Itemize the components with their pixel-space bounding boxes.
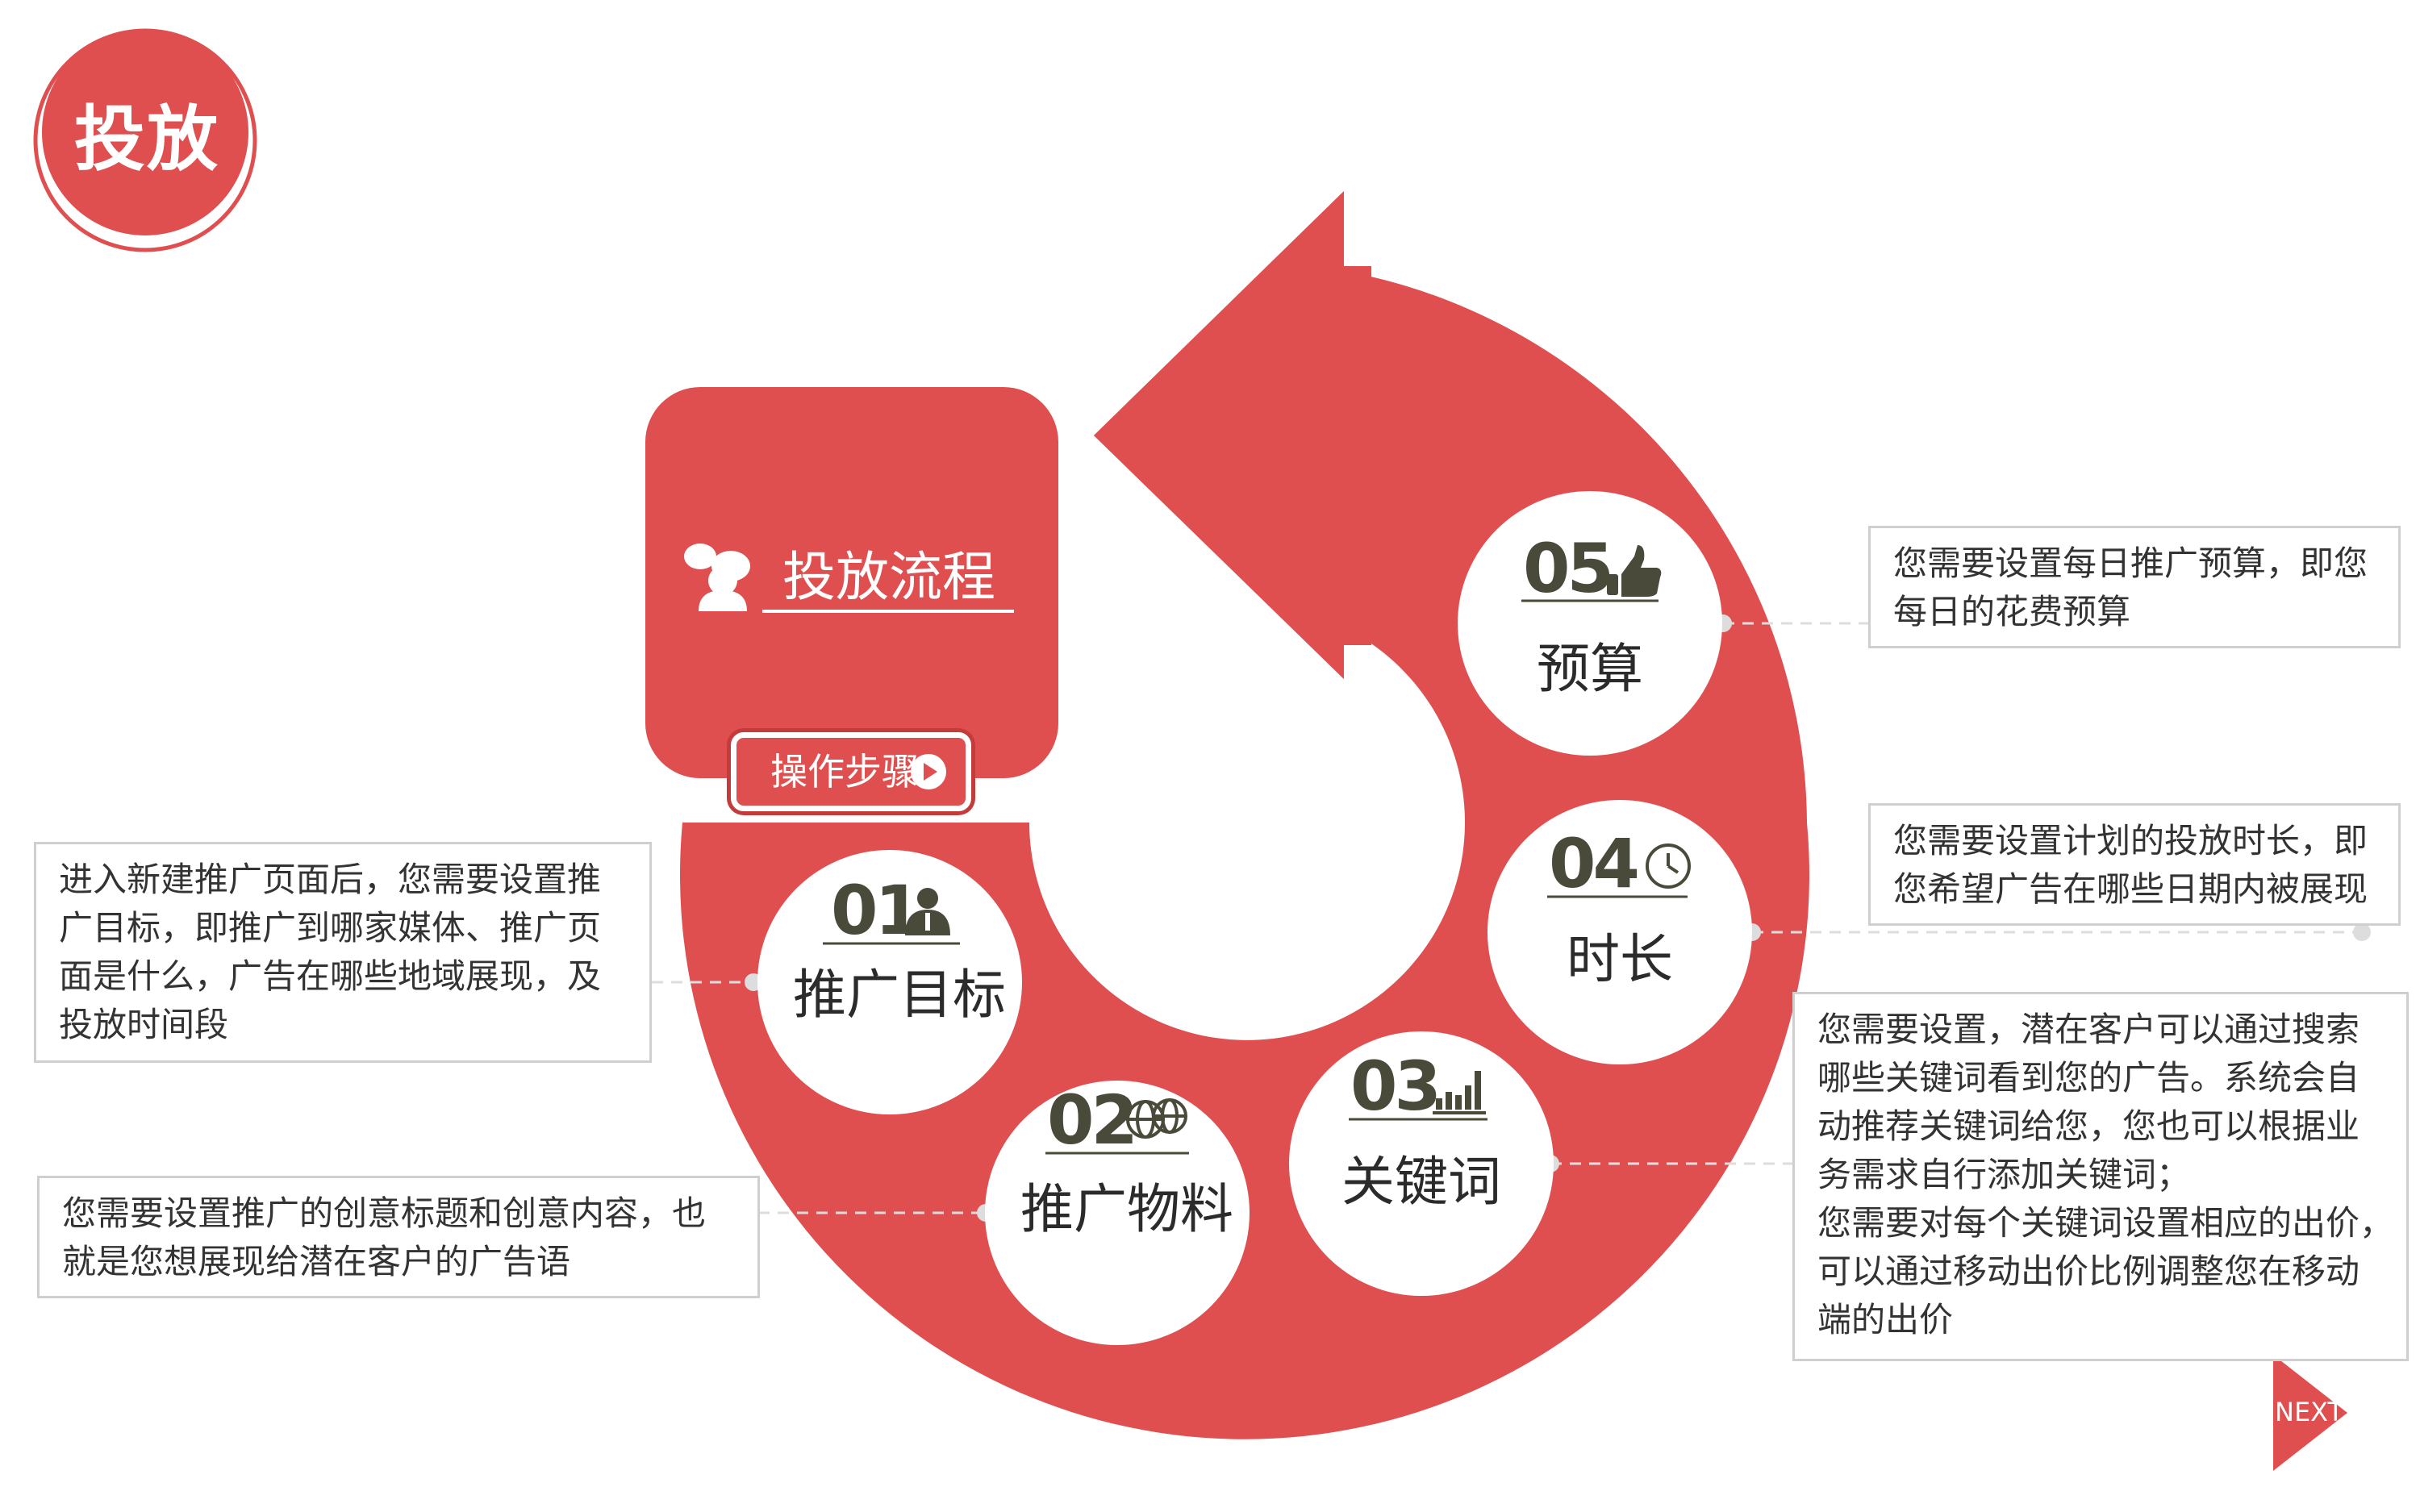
description-line: 就是您想展现给潜在客户的广告语 — [62, 1242, 571, 1281]
description-line: 广目标，即推广到哪家媒体、推广页 — [59, 908, 602, 948]
step-number-04: 04 — [1549, 824, 1640, 903]
step-circle-01 — [757, 850, 1022, 1114]
description-line: 哪些关键词看到您的广告。系统会自 — [1817, 1058, 2360, 1098]
description-line: 您需要设置推广的创意标题和创意内容，也 — [62, 1193, 707, 1233]
description-line: 您需要对每个关键词设置相应的出价， — [1817, 1203, 2394, 1243]
description-line: 面是什么，广告在哪些地域展现，及 — [59, 956, 602, 996]
description-line: 您需要设置计划的投放时长，即 — [1893, 821, 2368, 860]
step-label-01: 推广目标 — [793, 964, 1006, 1026]
step-circle-02 — [985, 1081, 1250, 1345]
step-circles — [757, 491, 1752, 1345]
step-circle-04 — [1487, 800, 1752, 1064]
description-line: 务需求自行添加关键词； — [1817, 1155, 2191, 1194]
bar-chart-icon — [1433, 1071, 1486, 1114]
clock-icon — [1646, 843, 1691, 889]
description-box-01: 进入新建推广页面后，您需要设置推 广目标，即推广到哪家媒体、推广页 面是什么，广… — [34, 842, 652, 1063]
step-number-03: 03 — [1350, 1047, 1442, 1126]
step-number-05: 05 — [1523, 529, 1614, 608]
globe-icon — [1126, 1098, 1187, 1139]
description-line: 动推荐关键词给您，您也可以根据业 — [1817, 1106, 2360, 1146]
description-box-04: 您需要设置计划的投放时长，即 您希望广告在哪些日期内被展现 — [1868, 803, 2401, 926]
step-number-01: 01 — [831, 871, 922, 950]
next-arrow-shape[interactable] — [2273, 1355, 2347, 1471]
description-line: 每日的花费预算 — [1893, 592, 2131, 631]
next-button-label[interactable]: NEXT — [2275, 1397, 2344, 1427]
number-underlines — [823, 599, 1688, 1155]
step-label-03: 关键词 — [1341, 1151, 1501, 1213]
step-number-02: 02 — [1047, 1081, 1138, 1160]
description-line: 可以通过移动出价比例调整您在移动 — [1817, 1252, 2360, 1291]
person-icon — [905, 888, 950, 935]
step-circle-05 — [1458, 491, 1722, 756]
description-line: 投放时间段 — [59, 1005, 229, 1044]
steps-button[interactable]: 操作步骤 — [731, 732, 971, 811]
thumbs-up-icon — [1607, 545, 1662, 597]
description-line: 您希望广告在哪些日期内被展现 — [1893, 869, 2368, 909]
description-box-02: 您需要设置推广的创意标题和创意内容，也 就是您想展现给潜在客户的广告语 — [37, 1176, 760, 1298]
description-line: 端的出价 — [1817, 1300, 1954, 1339]
process-title-underline — [762, 610, 1014, 613]
description-line: 进入新建推广页面后，您需要设置推 — [59, 860, 602, 899]
step-circle-03 — [1289, 1031, 1554, 1296]
play-icon — [911, 754, 946, 789]
process-panel — [645, 387, 1058, 778]
steps-button-label: 操作步骤 — [770, 750, 919, 793]
step-label-04: 时长 — [1567, 928, 1673, 990]
process-title: 投放流程 — [782, 546, 995, 608]
description-box-05: 您需要设置每日推广预算，即您 每日的花费预算 — [1868, 526, 2401, 648]
description-line: 您需要设置，潜在客户可以通过搜索 — [1817, 1010, 2360, 1049]
cycle-arrowhead — [1094, 191, 1344, 679]
section-badge-label: 投放 — [74, 98, 220, 181]
users-chat-icon — [684, 544, 750, 611]
step-label-05: 预算 — [1537, 638, 1643, 700]
description-line: 您需要设置每日推广预算，即您 — [1893, 544, 2368, 583]
step-label-02: 推广物料 — [1020, 1178, 1233, 1240]
description-box-03: 您需要设置，潜在客户可以通过搜索 哪些关键词看到您的广告。系统会自 动推荐关键词… — [1792, 992, 2409, 1361]
badge-circle — [42, 29, 248, 235]
arrow-stem — [1323, 266, 1371, 645]
